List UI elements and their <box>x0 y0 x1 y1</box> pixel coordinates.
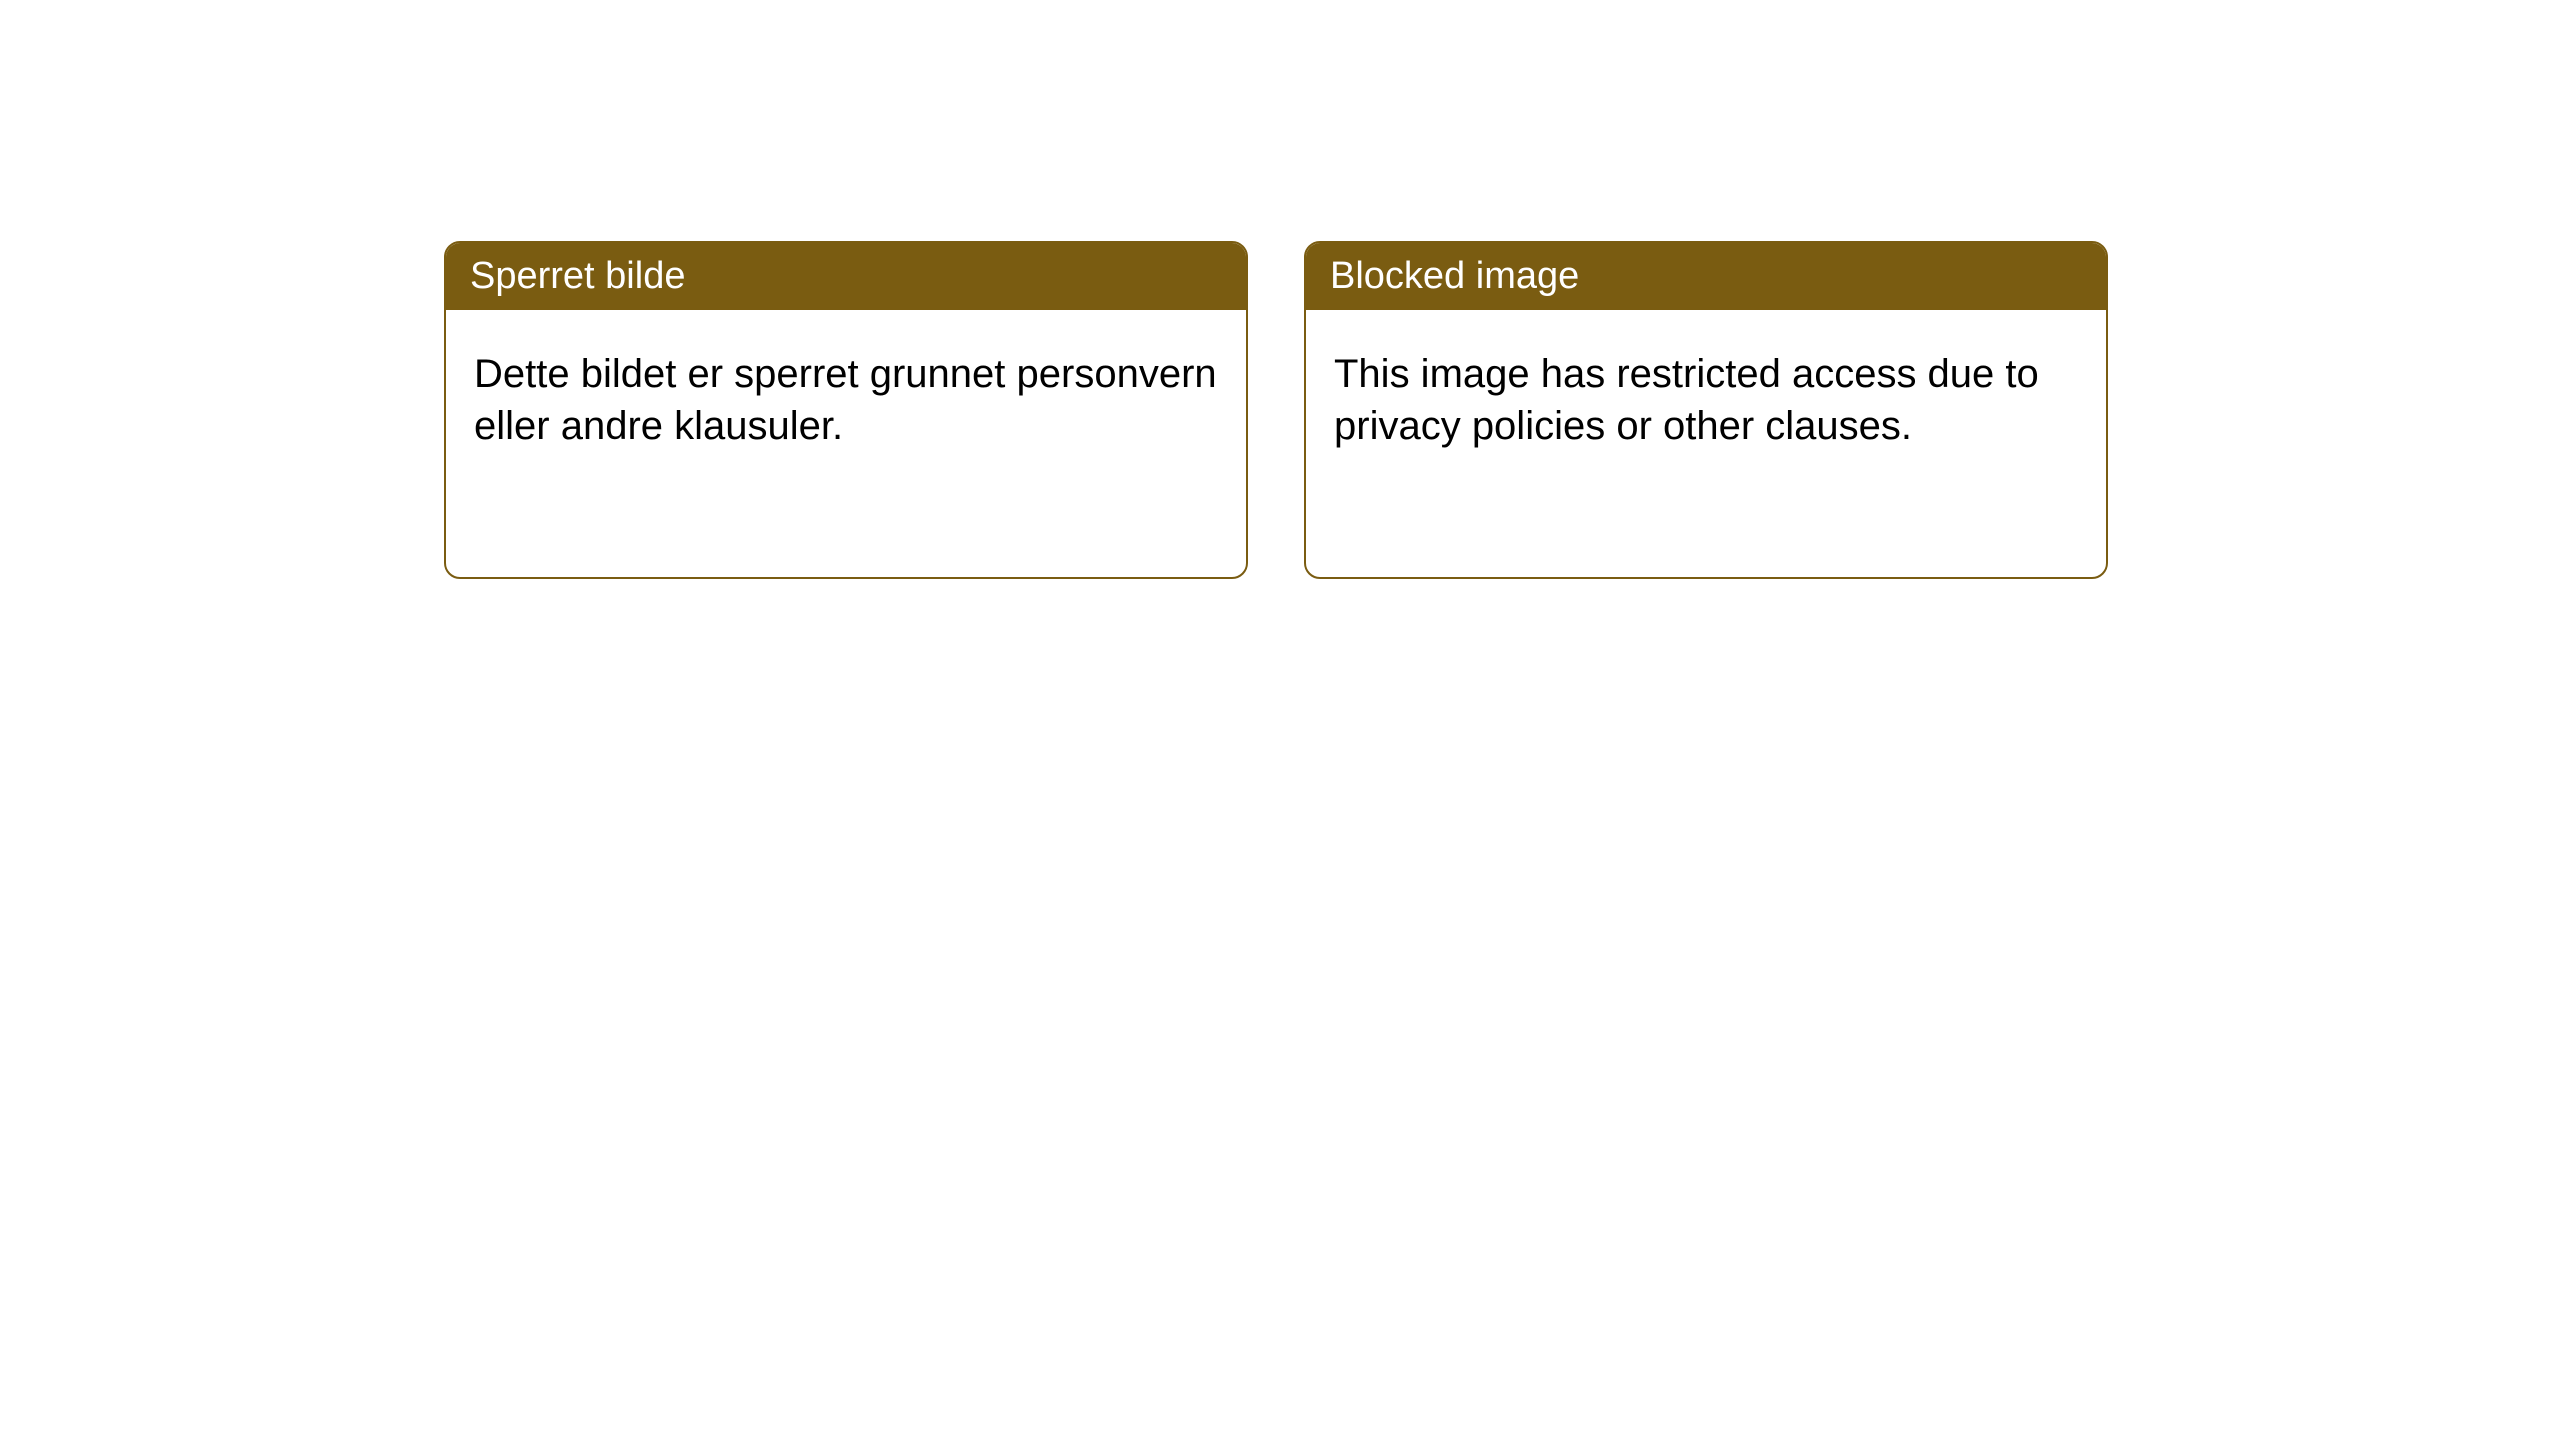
notice-card-norwegian: Sperret bilde Dette bildet er sperret gr… <box>444 241 1248 579</box>
card-body: Dette bildet er sperret grunnet personve… <box>446 310 1246 490</box>
notice-container: Sperret bilde Dette bildet er sperret gr… <box>444 241 2108 579</box>
card-header: Sperret bilde <box>446 243 1246 310</box>
notice-card-english: Blocked image This image has restricted … <box>1304 241 2108 579</box>
card-body: This image has restricted access due to … <box>1306 310 2106 490</box>
card-header: Blocked image <box>1306 243 2106 310</box>
